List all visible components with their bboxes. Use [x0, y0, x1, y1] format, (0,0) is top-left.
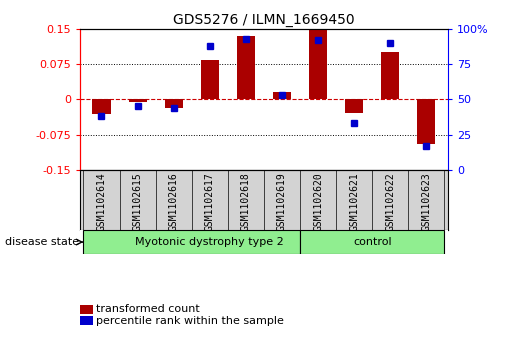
Bar — [345, 99, 363, 113]
Text: GSM1102622: GSM1102622 — [385, 173, 396, 232]
Text: GSM1102619: GSM1102619 — [277, 173, 287, 232]
Bar — [201, 60, 219, 99]
Text: GSM1102618: GSM1102618 — [241, 173, 251, 232]
Bar — [300, 230, 444, 254]
Bar — [417, 99, 435, 144]
Title: GDS5276 / ILMN_1669450: GDS5276 / ILMN_1669450 — [173, 13, 355, 26]
Text: disease state: disease state — [5, 237, 79, 247]
Text: GSM1102614: GSM1102614 — [96, 173, 107, 232]
Text: control: control — [353, 237, 391, 247]
Text: GSM1102615: GSM1102615 — [132, 173, 143, 232]
Text: GSM1102623: GSM1102623 — [421, 173, 432, 232]
Text: transformed count: transformed count — [96, 304, 200, 314]
Bar — [129, 99, 147, 102]
Text: GSM1102616: GSM1102616 — [169, 173, 179, 232]
Bar — [83, 230, 300, 254]
Bar — [237, 36, 255, 99]
Text: GSM1102620: GSM1102620 — [313, 173, 323, 232]
Text: percentile rank within the sample: percentile rank within the sample — [96, 315, 284, 326]
Text: GSM1102617: GSM1102617 — [205, 173, 215, 232]
Bar — [273, 92, 291, 99]
Bar — [165, 99, 183, 108]
Bar — [381, 53, 399, 99]
Text: Myotonic dystrophy type 2: Myotonic dystrophy type 2 — [135, 237, 284, 247]
Text: GSM1102621: GSM1102621 — [349, 173, 359, 232]
Bar — [309, 30, 327, 99]
Bar — [93, 99, 111, 114]
